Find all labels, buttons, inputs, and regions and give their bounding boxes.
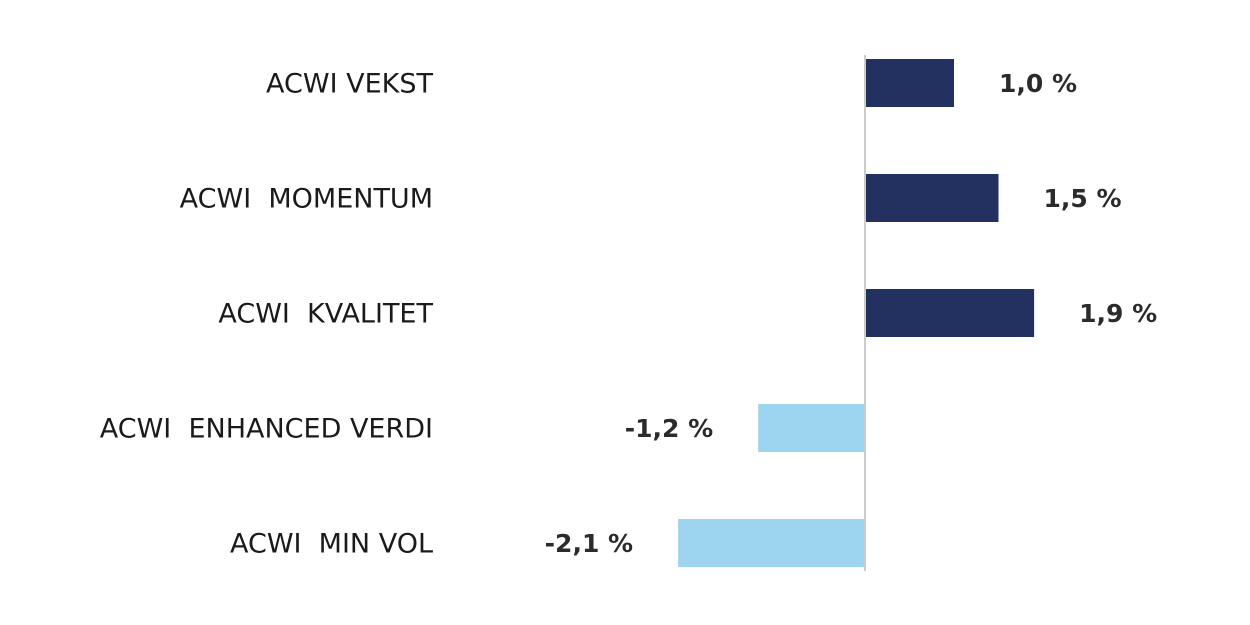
value-label: -1,2 % bbox=[625, 414, 713, 443]
bar bbox=[865, 174, 999, 222]
value-label: 1,5 % bbox=[1044, 184, 1122, 213]
category-label: ACWI VEKST bbox=[266, 69, 433, 100]
category-label: ACWI MOMENTUM bbox=[180, 184, 433, 215]
bar bbox=[865, 289, 1035, 337]
value-label: 1,9 % bbox=[1079, 299, 1157, 328]
value-label: -2,1 % bbox=[545, 529, 633, 558]
category-label: ACWI KVALITET bbox=[218, 299, 433, 330]
value-label: 1,0 % bbox=[999, 69, 1077, 98]
bar bbox=[865, 59, 954, 107]
bar bbox=[758, 404, 865, 452]
category-label: ACWI ENHANCED VERDI bbox=[100, 414, 433, 445]
bar bbox=[678, 519, 865, 567]
category-label: ACWI MIN VOL bbox=[230, 529, 433, 560]
